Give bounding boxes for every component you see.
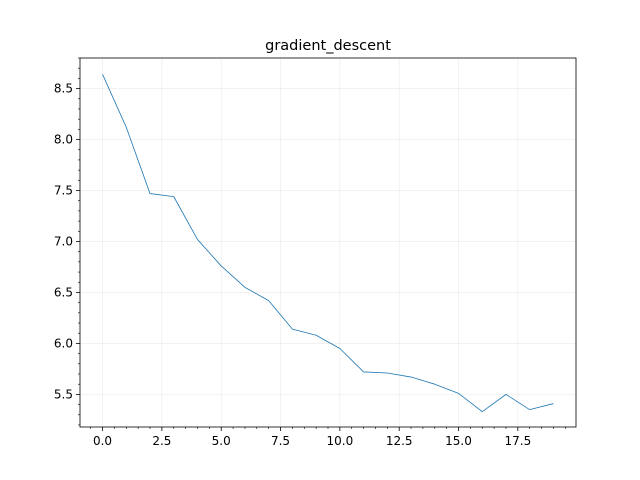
y-tick-label: 8.5	[54, 82, 73, 96]
y-tick-label: 6.0	[54, 336, 73, 350]
x-tick-label: 5.0	[212, 434, 231, 448]
x-tick-label: 0.0	[93, 434, 112, 448]
series-layer	[102, 74, 554, 413]
x-tick-label: 12.5	[386, 434, 413, 448]
x-tick-label: 7.5	[271, 434, 290, 448]
x-tick-label: 2.5	[152, 434, 171, 448]
axes: 0.0 2.5 5.0 7.5 10.0 12.5 15.0 17.5 5.5 6.0 6.5 7.0…	[54, 57, 577, 448]
chart-title: gradient_descent	[265, 38, 391, 54]
y-tick-label: 7.0	[54, 234, 73, 248]
x-tick-label: 15.0	[445, 434, 472, 448]
y-tick-label: 6.5	[54, 285, 73, 299]
x-tick-label: 17.5	[504, 434, 531, 448]
y-tick-label: 7.5	[54, 184, 73, 198]
series-line-0	[102, 74, 554, 413]
x-tick-label: 10.0	[327, 434, 354, 448]
y-tick-label: 8.0	[54, 133, 73, 147]
y-tick-label: 5.5	[54, 387, 73, 401]
grid	[80, 58, 576, 427]
